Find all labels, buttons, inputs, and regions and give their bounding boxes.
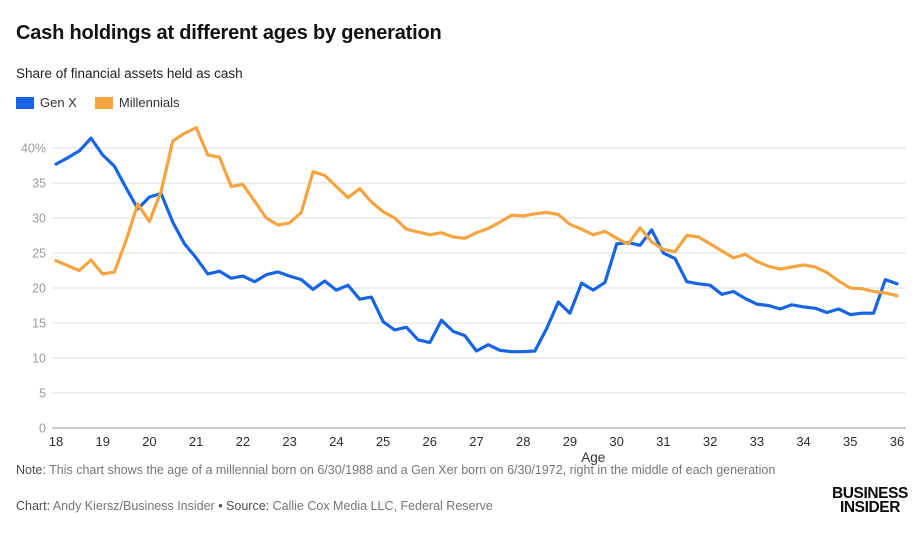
x-tick-label: 24: [329, 434, 343, 449]
millennials-swatch: [94, 96, 113, 109]
y-tick-label: 10: [32, 352, 46, 366]
x-tick-label: 35: [843, 434, 857, 449]
y-tick-label: 15: [32, 317, 46, 331]
x-tick-label: 21: [189, 434, 203, 449]
legend-item-millennials: Millennials: [94, 95, 180, 110]
x-tick-label: 18: [49, 434, 63, 449]
legend-item-genx: Gen X: [16, 95, 77, 110]
logo-line-2: INSIDER: [839, 499, 901, 516]
x-tick-label: 19: [95, 434, 109, 449]
x-tick-label: 29: [563, 434, 577, 449]
millennials-legend-label: Millennials: [118, 95, 180, 110]
y-tick-label: 30: [32, 212, 46, 226]
credit-source-value: Callie Cox Media LLC, Federal Reserve: [269, 499, 493, 513]
note-text: This chart shows the age of a millennial…: [45, 463, 776, 477]
x-tick-label: 25: [376, 434, 390, 449]
business-insider-logo: BUSINESS INSIDER: [831, 485, 908, 516]
gen-x-line: [54, 136, 899, 354]
y-tick-label: 20: [32, 282, 46, 296]
legend: Gen X Millennials: [16, 95, 180, 110]
x-tick-label: 32: [703, 434, 717, 449]
y-tick-label: 40%: [21, 142, 46, 156]
credit-source-label: Source:: [222, 499, 270, 513]
chart-credit: Chart: Andy Kiersz/Business Insider • So…: [16, 499, 493, 513]
x-tick-label: 23: [282, 434, 296, 449]
credit-chart-value: Andy Kiersz/Business Insider: [50, 499, 219, 513]
x-tick-label: 31: [656, 434, 670, 449]
chart-note: Note: This chart shows the age of a mill…: [16, 463, 775, 477]
x-tick-label: 36: [890, 434, 904, 449]
x-tick-label: 26: [423, 434, 437, 449]
x-axis-title: Age: [581, 450, 605, 465]
millennials-line: [54, 126, 899, 298]
x-tick-label: 20: [142, 434, 156, 449]
y-tick-label: 25: [32, 247, 46, 261]
x-tick-label: 28: [516, 434, 530, 449]
x-tick-label: 30: [609, 434, 623, 449]
line-chart: 0 5 10 15 20 25 30 35 40% 18 19 20 21 22 23 24 25 26 27 28 2…: [21, 126, 906, 465]
genx-legend-label: Gen X: [40, 95, 77, 110]
credit-separator: •: [218, 499, 223, 513]
y-tick-label: 5: [39, 387, 46, 401]
x-tick-label: 22: [236, 434, 250, 449]
x-tick-label: 34: [796, 434, 810, 449]
y-tick-label: 35: [32, 177, 46, 191]
logo-line-1: BUSINESS: [831, 485, 908, 502]
x-tick-label: 33: [750, 434, 764, 449]
page-title: Cash holdings at different ages by gener…: [16, 22, 442, 44]
chart-subtitle: Share of financial assets held as cash: [16, 66, 243, 81]
x-tick-label: 27: [469, 434, 483, 449]
note-label: Note:: [16, 463, 46, 477]
genx-swatch: [16, 96, 34, 109]
y-tick-label: 0: [39, 422, 46, 436]
credit-chart-label: Chart:: [16, 499, 51, 513]
